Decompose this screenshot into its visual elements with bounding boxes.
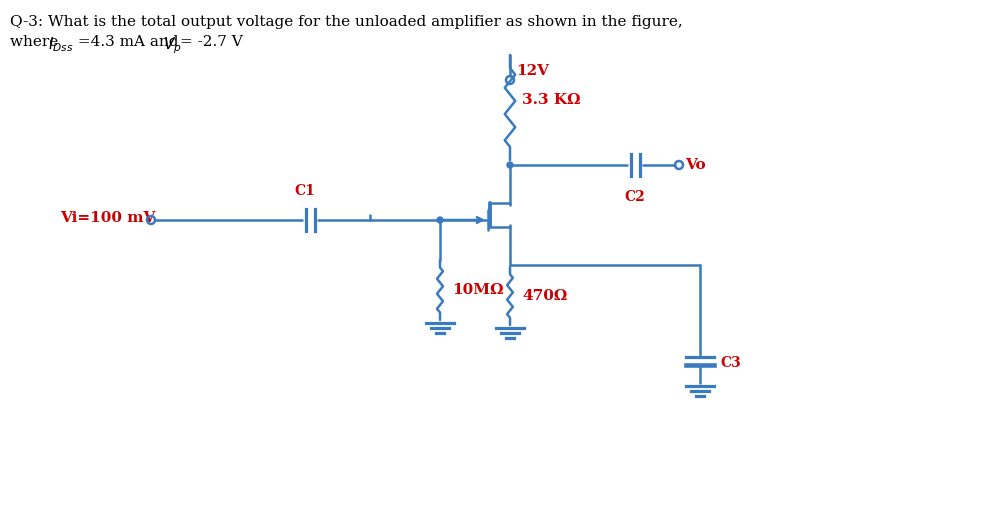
Text: C2: C2 (624, 190, 645, 204)
Text: Vi=100 mV: Vi=100 mV (60, 211, 155, 225)
Text: Q-3: What is the total output voltage for the unloaded amplifier as shown in the: Q-3: What is the total output voltage fo… (10, 15, 683, 29)
Text: 3.3 KΩ: 3.3 KΩ (522, 92, 581, 107)
Text: Vo: Vo (685, 158, 705, 172)
Text: C3: C3 (720, 356, 741, 370)
Text: 12V: 12V (516, 64, 549, 78)
Text: where: where (10, 35, 63, 49)
Text: C1: C1 (294, 184, 315, 198)
Circle shape (507, 162, 513, 168)
Text: $V_p$: $V_p$ (163, 35, 182, 56)
Text: =4.3 mA and: =4.3 mA and (73, 35, 184, 49)
Text: 10MΩ: 10MΩ (452, 283, 504, 297)
Circle shape (437, 217, 443, 223)
Text: $I_{Dss}$: $I_{Dss}$ (48, 35, 73, 54)
Text: 470Ω: 470Ω (522, 289, 567, 303)
Text: = -2.7 V: = -2.7 V (180, 35, 243, 49)
